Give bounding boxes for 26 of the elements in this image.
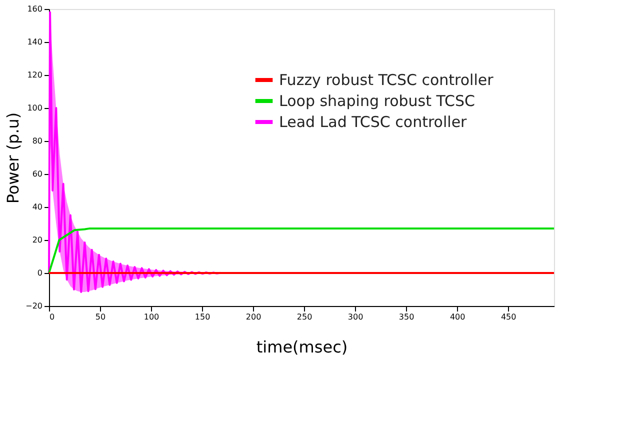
x-axis-title: time(msec)	[256, 338, 348, 356]
y-tick-label: −20	[26, 302, 42, 310]
x-tick-label: 450	[500, 312, 516, 322]
y-tick-label: 60	[32, 170, 42, 178]
y-tick-label: 40	[32, 202, 42, 212]
x-tick-label: 100	[144, 312, 160, 322]
y-tick-label: 140	[27, 38, 42, 46]
y-tick-label: 160	[27, 4, 42, 14]
legend-label: Loop shaping robust TCSC	[279, 92, 475, 110]
y-tick-label: 0	[37, 268, 42, 278]
x-tick-label: 250	[296, 312, 312, 322]
x-tick-label: 50	[95, 312, 106, 322]
y-axis-title: Power (p.u)	[4, 112, 23, 204]
y-tick-label: 120	[27, 70, 42, 80]
y-tick-label: 80	[32, 136, 42, 146]
x-tick-label: 0	[50, 312, 55, 322]
x-tick-label: 200	[246, 312, 262, 322]
line-series	[48, 227, 555, 274]
x-tick-label: 350	[398, 312, 414, 322]
y-tick-label: 100	[27, 104, 42, 112]
legend-label: Fuzzy robust TCSC controller	[279, 71, 494, 89]
legend-label: Lead Lad TCSC controller	[279, 113, 468, 131]
y-tick-label: 20	[32, 236, 42, 244]
x-tick-label: 300	[348, 312, 364, 322]
x-tick-label: 150	[194, 312, 210, 322]
x-tick-label: 400	[450, 312, 466, 322]
